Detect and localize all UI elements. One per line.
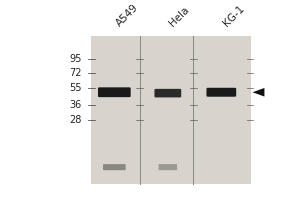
Text: 28: 28 <box>69 115 82 125</box>
FancyBboxPatch shape <box>206 88 236 97</box>
Polygon shape <box>253 88 264 97</box>
Text: Hela: Hela <box>168 5 191 29</box>
Text: 36: 36 <box>69 100 82 110</box>
Text: A549: A549 <box>114 3 140 29</box>
FancyBboxPatch shape <box>154 89 181 97</box>
Text: 55: 55 <box>69 83 82 93</box>
FancyBboxPatch shape <box>98 87 131 97</box>
FancyBboxPatch shape <box>103 164 126 170</box>
FancyBboxPatch shape <box>159 164 177 170</box>
Text: KG-1: KG-1 <box>221 4 246 29</box>
FancyBboxPatch shape <box>91 36 251 184</box>
Text: 95: 95 <box>69 54 82 64</box>
Text: 72: 72 <box>69 68 82 78</box>
